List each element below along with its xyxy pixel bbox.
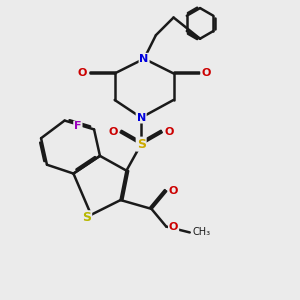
Text: CH₃: CH₃ [193,227,211,237]
Text: F: F [74,122,82,131]
Text: O: O [169,186,178,196]
Text: S: S [137,138,146,151]
Text: O: O [201,68,211,78]
Text: O: O [169,222,178,232]
Text: O: O [109,127,118,137]
Text: O: O [78,68,87,78]
Text: N: N [136,112,146,123]
Text: O: O [164,127,174,137]
Text: S: S [82,211,91,224]
Text: N: N [140,54,149,64]
